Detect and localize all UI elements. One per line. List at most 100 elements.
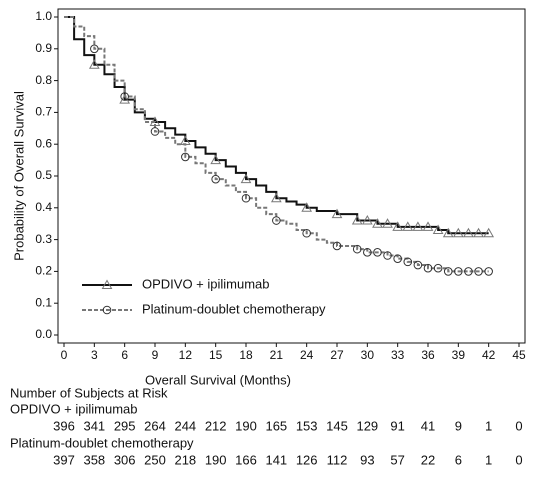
risk-count: 9 bbox=[455, 418, 462, 433]
y-tick-label: 0.9 bbox=[35, 41, 52, 55]
x-tick-label: 9 bbox=[152, 348, 159, 362]
risk-count: 1 bbox=[485, 452, 492, 467]
marker-triangle bbox=[331, 208, 343, 219]
x-axis-label: Overall Survival (Months) bbox=[145, 372, 291, 387]
marker-triangle bbox=[372, 218, 383, 228]
y-tick-label: 0.8 bbox=[35, 73, 52, 87]
y-tick-label: 0.5 bbox=[35, 168, 52, 182]
x-tick-label: 21 bbox=[270, 348, 284, 362]
marker-triangle bbox=[101, 279, 113, 289]
risk-title: Number of Subjects at Risk bbox=[10, 385, 168, 400]
risk-count: 166 bbox=[235, 452, 257, 467]
marker-circle bbox=[352, 244, 362, 254]
marker-triangle bbox=[392, 221, 404, 231]
risk-count: 396 bbox=[53, 418, 75, 433]
risk-count: 295 bbox=[114, 418, 136, 433]
marker-triangle bbox=[382, 218, 393, 228]
risk-count: 129 bbox=[356, 418, 378, 433]
legend-label: Platinum-doublet chemotherapy bbox=[142, 301, 326, 316]
risk-count: 397 bbox=[53, 452, 75, 467]
marker-triangle bbox=[463, 227, 474, 238]
risk-count: 91 bbox=[390, 418, 404, 433]
risk-count: 145 bbox=[326, 418, 348, 433]
marker-triangle bbox=[442, 227, 454, 238]
risk-count: 244 bbox=[174, 418, 196, 433]
x-tick-label: 39 bbox=[452, 348, 466, 362]
y-tick-label: 0.7 bbox=[35, 105, 52, 119]
plot-frame bbox=[57, 8, 526, 344]
marker-triangle bbox=[473, 227, 484, 238]
survival-curve bbox=[64, 16, 489, 235]
risk-count: 112 bbox=[327, 452, 348, 467]
risk-count: 190 bbox=[205, 452, 227, 467]
marker-circle bbox=[413, 260, 423, 270]
x-tick-label: 18 bbox=[239, 348, 253, 362]
marker-circle bbox=[272, 216, 281, 225]
marker-circle bbox=[363, 248, 372, 257]
marker-circle bbox=[241, 193, 251, 203]
y-tick-label: 1.0 bbox=[35, 9, 52, 23]
marker-circle bbox=[102, 305, 112, 315]
risk-count: 165 bbox=[265, 418, 287, 433]
survival-curve bbox=[64, 16, 489, 273]
risk-count: 41 bbox=[421, 418, 435, 433]
x-tick-label: 42 bbox=[482, 348, 496, 362]
x-tick-label: 3 bbox=[91, 348, 98, 362]
x-tick-label: 36 bbox=[421, 348, 435, 362]
y-axis-label: Probability of Overall Survival bbox=[11, 91, 26, 261]
risk-count: 22 bbox=[421, 452, 435, 467]
risk-count: 0 bbox=[515, 418, 522, 433]
risk-group-name: OPDIVO + ipilimumab bbox=[10, 401, 138, 416]
marker-circle bbox=[120, 92, 129, 101]
risk-count: 126 bbox=[296, 452, 318, 467]
marker-triangle bbox=[351, 215, 363, 225]
marker-circle bbox=[302, 228, 311, 238]
risk-count: 190 bbox=[235, 418, 257, 433]
marker-triangle bbox=[452, 227, 464, 238]
marker-circle bbox=[211, 174, 220, 184]
marker-circle bbox=[474, 267, 483, 276]
y-tick-label: 0.3 bbox=[35, 232, 52, 246]
y-tick-label: 0.4 bbox=[35, 200, 52, 214]
marker-triangle bbox=[240, 173, 252, 184]
y-tick-label: 0.6 bbox=[35, 136, 52, 150]
marker-triangle bbox=[270, 192, 282, 203]
x-tick-label: 24 bbox=[300, 348, 314, 362]
marker-triangle bbox=[301, 202, 313, 212]
marker-circle bbox=[332, 241, 342, 251]
risk-count: 264 bbox=[144, 418, 166, 433]
marker-triangle bbox=[432, 224, 444, 235]
x-tick-label: 0 bbox=[61, 348, 68, 362]
x-tick-label: 12 bbox=[179, 348, 193, 362]
marker-triangle bbox=[210, 154, 222, 165]
marker-triangle bbox=[412, 221, 424, 231]
risk-count: 0 bbox=[515, 452, 522, 467]
risk-count: 212 bbox=[205, 418, 227, 433]
x-tick-label: 33 bbox=[391, 348, 405, 362]
marker-circle bbox=[433, 263, 443, 273]
legend-label: OPDIVO + ipilimumab bbox=[142, 276, 270, 291]
risk-group-name: Platinum-doublet chemotherapy bbox=[10, 435, 194, 450]
x-tick-label: 45 bbox=[512, 348, 526, 362]
risk-count: 1 bbox=[485, 418, 492, 433]
risk-count: 93 bbox=[360, 452, 374, 467]
marker-circle bbox=[393, 254, 402, 263]
marker-triangle bbox=[361, 215, 373, 225]
x-tick-label: 27 bbox=[330, 348, 344, 362]
marker-circle bbox=[181, 152, 190, 162]
marker-circle bbox=[423, 263, 433, 273]
marker-triangle bbox=[88, 59, 100, 69]
risk-count: 218 bbox=[174, 452, 196, 467]
marker-circle bbox=[443, 267, 453, 276]
risk-count: 153 bbox=[296, 418, 318, 433]
risk-count: 341 bbox=[83, 418, 105, 433]
marker-triangle bbox=[483, 227, 495, 238]
marker-circle bbox=[150, 127, 160, 136]
y-tick-label: 0.0 bbox=[35, 327, 52, 341]
risk-count: 306 bbox=[114, 452, 136, 467]
marker-triangle bbox=[402, 221, 414, 231]
risk-count: 358 bbox=[83, 452, 105, 467]
x-tick-label: 15 bbox=[209, 348, 223, 362]
marker-circle bbox=[464, 267, 473, 276]
